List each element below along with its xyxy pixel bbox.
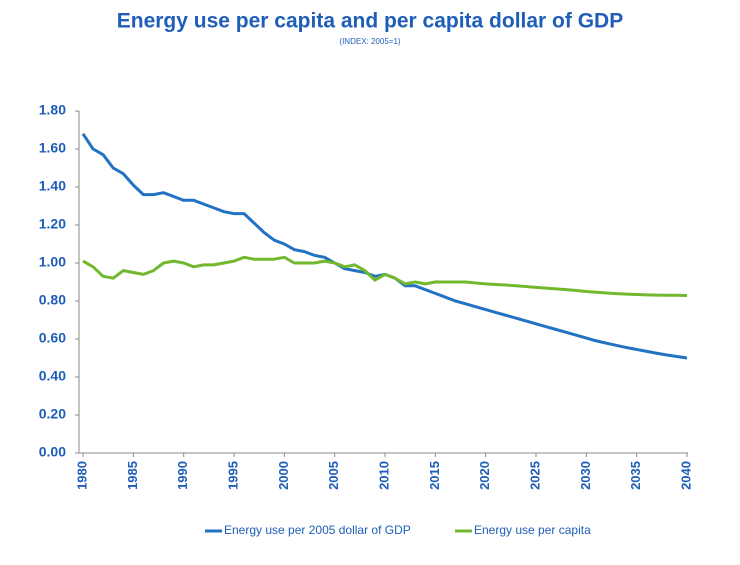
y-tick-label: 0.00 (39, 444, 66, 460)
x-tick-label: 2015 (427, 461, 442, 490)
x-tick-label: 1995 (225, 461, 240, 490)
x-tick-label: 2000 (276, 461, 291, 490)
y-tick-label: 1.40 (39, 178, 66, 194)
x-tick-label: 1980 (74, 461, 89, 490)
legend-label: Energy use per capita (474, 523, 591, 537)
x-tick-label: 2005 (326, 461, 341, 490)
y-tick-label: 0.80 (39, 292, 66, 308)
y-tick-label: 0.60 (39, 330, 66, 346)
x-tick-label: 2040 (678, 461, 693, 490)
x-tick-label: 1985 (125, 461, 140, 490)
y-tick-label: 1.00 (39, 254, 66, 270)
chart-title: Energy use per capita and per capita dol… (117, 10, 623, 33)
y-tick-label: 1.80 (39, 102, 66, 118)
x-tick-label: 2020 (477, 461, 492, 490)
chart-subtitle: (INDEX: 2005=1) (339, 37, 400, 46)
series-line (82, 255, 688, 297)
y-tick-label: 1.20 (39, 216, 66, 232)
x-tick-label: 2025 (527, 461, 542, 490)
x-tick-label: 1990 (175, 461, 190, 490)
x-tick-label: 2010 (376, 461, 391, 490)
y-tick-label: 0.20 (39, 406, 66, 422)
y-tick-label: 1.60 (39, 140, 66, 156)
x-tick-label: 2035 (628, 461, 643, 490)
x-tick-label: 2030 (578, 461, 593, 490)
legend-label: Energy use per 2005 dollar of GDP (224, 523, 411, 537)
series-line (81, 132, 688, 360)
y-tick-label: 0.40 (39, 368, 66, 384)
